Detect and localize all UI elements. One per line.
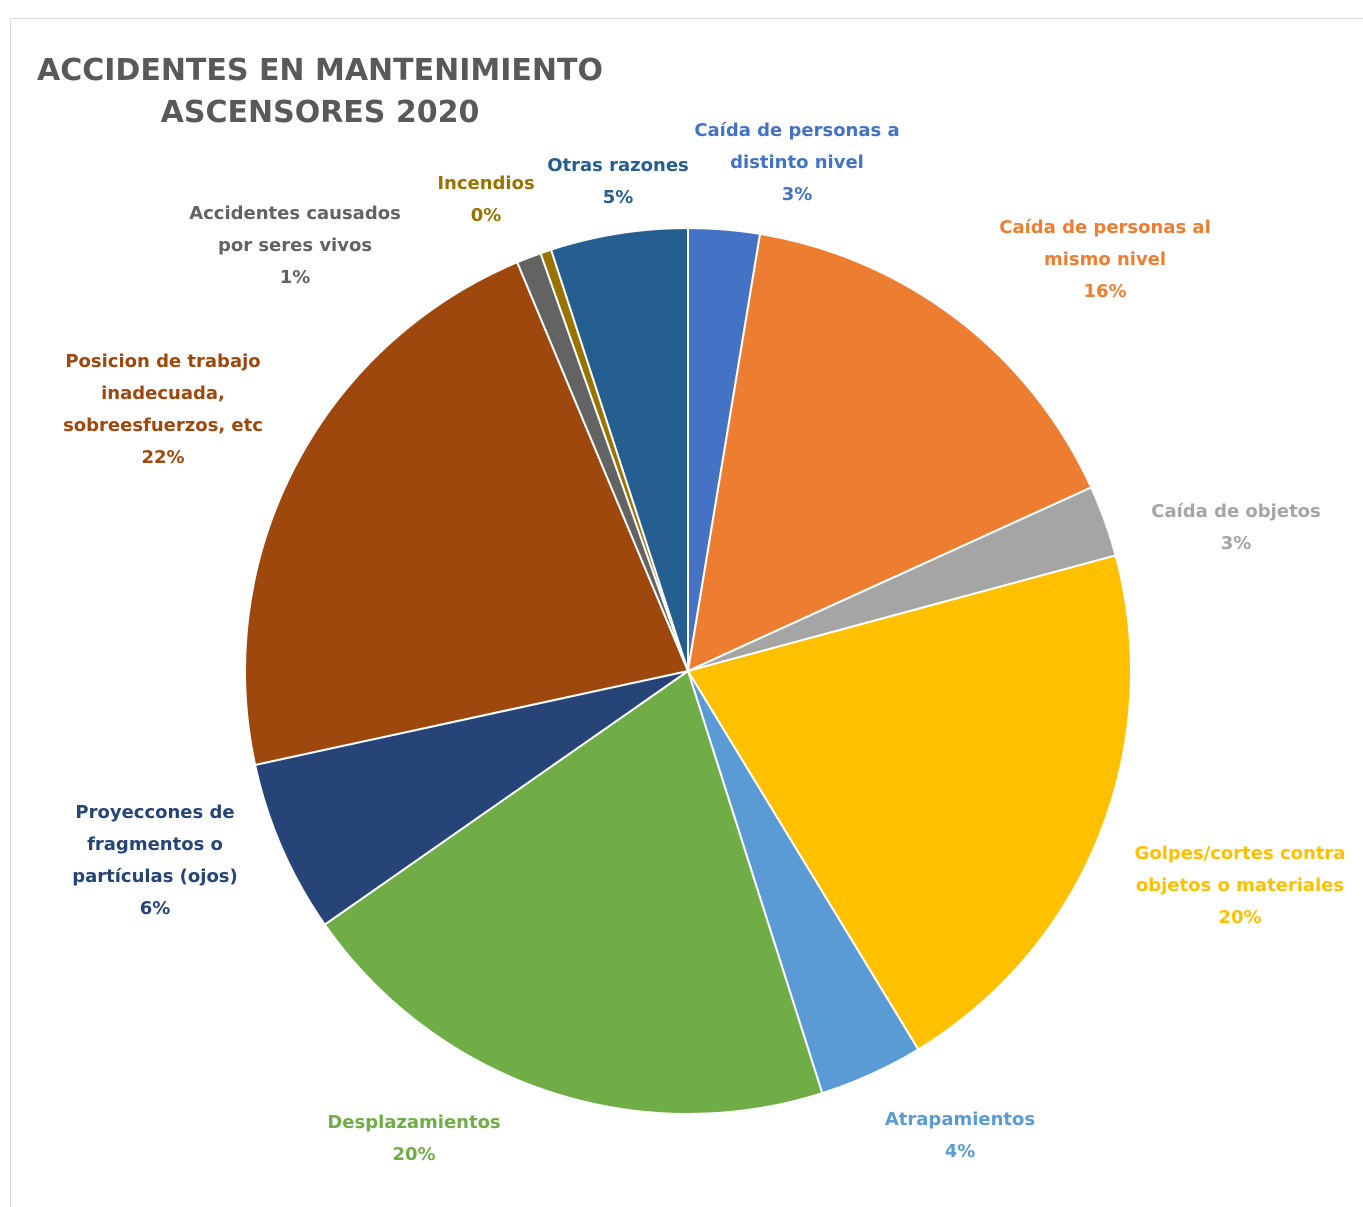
slice-label-line-3-0: Golpes/cortes contra [1135,843,1346,864]
slice-percent-3: 20% [1218,907,1261,928]
slice-percent-5: 20% [392,1144,435,1165]
slice-label-8: Accidentes causados por seres vivos 1% [189,203,401,288]
slice-label-line-5-0: Desplazamientos [327,1112,500,1133]
slice-label-line-8-1: por seres vivos [218,235,372,256]
slice-label-line-1-1: mismo nivel [1044,249,1166,270]
slice-percent-10: 5% [603,187,634,208]
pie-slice-1 [686,232,1093,673]
chart-title-line-1: ACCIDENTES EN MANTENIMIENTO [37,53,603,88]
slice-label-2: Caída de objetos 3% [1151,501,1321,554]
slice-percent-6: 6% [140,898,171,919]
slice-label-0: Caída de personas a distinto nivel 3% [694,120,899,205]
slice-label-line-0-0: Caída de personas a [694,120,899,141]
pie-slice-10 [549,226,689,672]
slice-label-line-6-0: Proyeccones de [75,802,234,823]
pie-slice-6 [253,670,689,926]
slice-percent-8: 1% [280,267,311,288]
slice-label-9: Incendios 0% [437,173,534,226]
chart-title-line-2: ASCENSORES 2020 [160,95,480,130]
slice-label-6: Proyeccones de fragmentos o partículas (oj… [72,802,238,919]
slice-label-5: Desplazamientos 20% [327,1112,500,1165]
slice-percent-0: 3% [782,184,813,205]
slice-label-10: Otras razones 5% [547,155,689,208]
slice-label-line-10-0: Otras razones [547,155,689,176]
slice-label-line-1-0: Caída de personas al [999,217,1211,238]
slice-label-line-4-0: Atrapamientos [885,1109,1035,1130]
slice-label-7: Posicion de trabajo inadecuada, sobreesfue… [63,351,263,468]
slice-label-line-7-0: Posicion de trabajo [65,351,260,372]
slice-label-4: Atrapamientos 4% [885,1109,1035,1162]
slice-label-line-3-1: objetos o materiales [1136,875,1344,896]
pie-slice-5 [323,669,824,1115]
slice-label-line-7-2: sobreesfuerzos, etc [63,415,263,436]
slice-label-3: Golpes/cortes contra objetos o materiales… [1135,843,1346,928]
chart-frame [10,18,1363,1207]
slice-label-line-2-0: Caída de objetos [1151,501,1321,522]
slice-label-line-0-1: distinto nivel [730,152,864,173]
chart-title: ACCIDENTES EN MANTENIMIENTO ASCENSORES 2… [20,50,620,134]
slice-percent-7: 22% [141,447,184,468]
slice-label-line-8-0: Accidentes causados [189,203,401,224]
slice-percent-4: 4% [945,1141,976,1162]
slice-label-line-6-1: fragmentos o [87,834,223,855]
pie-labels: Caída de personas a distinto nivel 3%Caída… [63,120,1345,1165]
pie-slice-7 [244,260,690,767]
slice-label-1: Caída de personas al mismo nivel 16% [999,217,1211,302]
slice-label-line-6-2: partículas (ojos) [72,866,238,887]
pie-slice-3 [686,554,1132,1051]
slice-percent-1: 16% [1083,281,1126,302]
slice-percent-9: 0% [471,205,502,226]
slice-label-line-7-1: inadecuada, [101,383,225,404]
slice-percent-2: 3% [1221,533,1252,554]
pie-slices [244,226,1132,1115]
slice-label-line-9-0: Incendios [437,173,534,194]
